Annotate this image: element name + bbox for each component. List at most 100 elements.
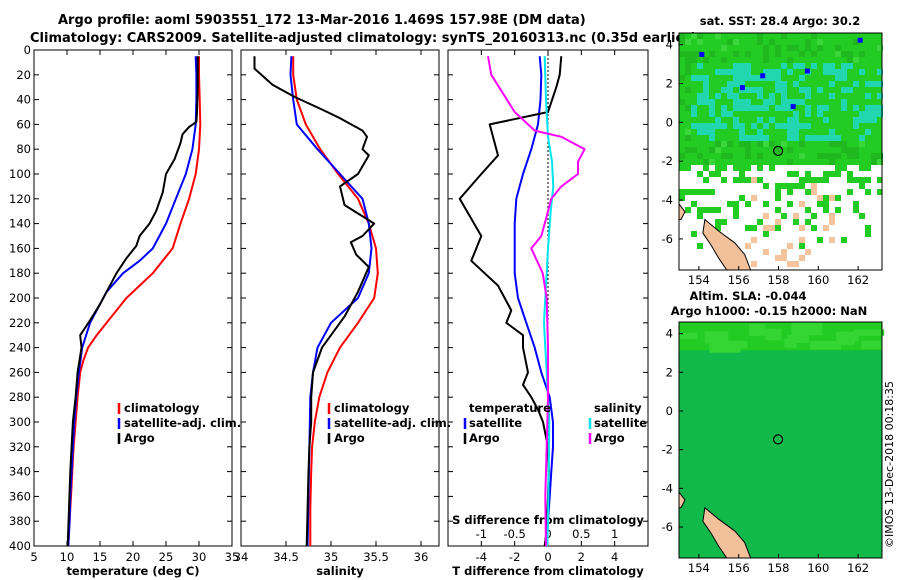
sst-cell <box>739 81 745 87</box>
sst-cell <box>763 69 769 75</box>
sst-cell <box>847 225 853 231</box>
sst-cell <box>691 75 697 81</box>
sst-cell <box>745 243 751 249</box>
sst-cell <box>787 177 793 183</box>
sst-cell <box>709 177 715 183</box>
sla-patch <box>704 330 729 344</box>
sst-cell <box>841 63 847 69</box>
sst-cell <box>775 219 781 225</box>
sst-cell <box>751 105 757 111</box>
sst-cell <box>739 135 745 141</box>
sst-cell <box>763 255 769 261</box>
sst-blue-cell <box>760 73 766 79</box>
sst-cell <box>691 33 697 39</box>
sst-cell <box>715 33 721 39</box>
sst-cell <box>727 213 733 219</box>
temperature-x-tick-label: 30 <box>192 550 207 564</box>
sst-cell <box>829 69 835 75</box>
sst-cell <box>877 219 883 225</box>
sla-patch <box>810 341 842 350</box>
sla-patch <box>787 335 809 343</box>
sst-cell <box>817 183 823 189</box>
sst-cell <box>691 213 697 219</box>
legend-label-climatology: climatology <box>334 401 410 415</box>
sst-cell <box>715 123 721 129</box>
sst-cell <box>859 231 865 237</box>
sst-cell <box>853 189 859 195</box>
sst-cell <box>685 105 691 111</box>
sst-cell <box>775 243 781 249</box>
legend-label-climatology: climatology <box>124 401 200 415</box>
sst-cell <box>769 231 775 237</box>
sst-cell <box>823 255 829 261</box>
sst-cell <box>835 255 841 261</box>
sst-cell <box>715 69 721 75</box>
sst-cell <box>805 93 811 99</box>
sst-cell <box>709 51 715 57</box>
sst-cell <box>841 243 847 249</box>
sst-cell <box>847 207 853 213</box>
sst-cell <box>859 207 865 213</box>
sst-cell <box>691 111 697 117</box>
sst-cell <box>865 171 871 177</box>
sst-cell <box>757 87 763 93</box>
sst-cell <box>727 87 733 93</box>
sst-cell <box>835 153 841 159</box>
sst-cell <box>679 51 685 57</box>
sst-cell <box>877 93 883 99</box>
sla-patch <box>679 332 698 339</box>
sst-cell <box>811 189 817 195</box>
sst-cell <box>805 105 811 111</box>
sst-cell <box>787 99 793 105</box>
sst-cell <box>739 99 745 105</box>
sst-cell <box>835 213 841 219</box>
sst-cell <box>769 249 775 255</box>
sst-cell <box>751 135 757 141</box>
sst-cell <box>805 39 811 45</box>
sst-cell <box>721 207 727 213</box>
sst-cell <box>877 201 883 207</box>
sst-cell <box>691 165 697 171</box>
sst-cell <box>697 255 703 261</box>
sst-cell <box>811 255 817 261</box>
sst-cell <box>751 165 757 171</box>
sst-cell <box>691 57 697 63</box>
sst-cell <box>751 177 757 183</box>
sst-cell <box>823 237 829 243</box>
sst-cell <box>787 237 793 243</box>
sst-cell <box>853 153 859 159</box>
sst-cell <box>745 189 751 195</box>
temperature-frame <box>33 49 233 547</box>
sst-cell <box>847 243 853 249</box>
sst-cell <box>877 153 883 159</box>
sst-cell <box>727 153 733 159</box>
sst-cell <box>685 195 691 201</box>
sst-cell <box>847 219 853 225</box>
sst-cell <box>715 213 721 219</box>
sst-cell <box>805 123 811 129</box>
sst-cell <box>781 165 787 171</box>
sst-cell <box>697 63 703 69</box>
sst-cell <box>763 99 769 105</box>
sst-cell <box>769 39 775 45</box>
sst-cell <box>715 141 721 147</box>
sst-cell <box>739 123 745 129</box>
sst-cell <box>787 165 793 171</box>
sst-cell <box>793 213 799 219</box>
sst-cell <box>751 249 757 255</box>
sst-cell <box>793 189 799 195</box>
sst-cell <box>691 243 697 249</box>
sst-cell <box>763 237 769 243</box>
sst-cell <box>775 69 781 75</box>
sst-cell <box>841 201 847 207</box>
sst-cell <box>703 237 709 243</box>
sst-cell <box>703 243 709 249</box>
sst-cell <box>703 159 709 165</box>
sst-cell <box>679 39 685 45</box>
sst-cell <box>733 219 739 225</box>
sst-cell <box>811 51 817 57</box>
sst-cell <box>841 141 847 147</box>
sst-cell <box>859 201 865 207</box>
sst-cell <box>805 231 811 237</box>
sst-cell <box>859 51 865 57</box>
